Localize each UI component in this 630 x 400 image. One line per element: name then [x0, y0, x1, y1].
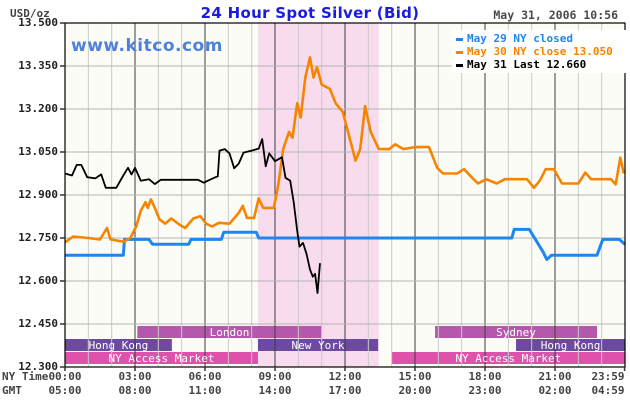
- session-band-label: Hong Kong: [88, 339, 149, 352]
- session-band: [516, 339, 625, 351]
- chart-legend: May 29 NY closed May 30 NY close 13.050 Ma…: [452, 30, 630, 73]
- y-tick-label: 12.450: [18, 317, 58, 330]
- session-band: [137, 326, 322, 338]
- session-band: [65, 339, 172, 351]
- gmt-time-tick-label: 02:00: [538, 384, 572, 397]
- y-tick-label: 12.600: [18, 274, 58, 287]
- series-line: [64, 138, 321, 294]
- gmt-row-label: GMT: [2, 384, 22, 397]
- gmt-time-tick-label: 11:00: [188, 384, 222, 397]
- gmt-time-tick-label: 08:00: [118, 384, 152, 397]
- gmt-time-tick-label: 20:00: [398, 384, 432, 397]
- y-tick-label: 12.900: [18, 188, 58, 201]
- gmt-time-tick-label: 04:59: [591, 384, 625, 397]
- y-tick-label: 13.500: [18, 16, 58, 29]
- y-tick-label: 13.200: [18, 102, 58, 115]
- ny-time-tick-label: 00:00: [48, 370, 82, 383]
- legend-swatch-icon: [456, 37, 463, 41]
- session-band: [65, 352, 258, 364]
- gmt-time-tick-label: 14:00: [258, 384, 292, 397]
- ny-time-row-label: NY Time: [2, 370, 49, 383]
- session-band-label: NY Access Market: [108, 352, 215, 365]
- legend-swatch-icon: [456, 63, 463, 67]
- chart-timestamp: May 31, 2006 10:56: [493, 8, 618, 22]
- ny-time-tick-label: 15:00: [398, 370, 432, 383]
- gmt-time-tick-label: 23:00: [468, 384, 502, 397]
- gmt-time-tick-label: 17:00: [328, 384, 362, 397]
- ny-time-tick-label: 09:00: [258, 370, 292, 383]
- session-band-label: NY Access Market: [455, 352, 562, 365]
- kitco-watermark: www.kitco.com: [71, 36, 223, 56]
- session-band: [435, 326, 597, 338]
- y-tick-label: 12.300: [18, 360, 58, 373]
- legend-item-label: May 29 NY closed: [467, 32, 573, 45]
- series-line: [64, 56, 626, 244]
- session-band-label: Hong Kong: [540, 339, 601, 352]
- y-tick-label: 13.350: [18, 59, 58, 72]
- ny-time-tick-label: 12:00: [328, 370, 362, 383]
- ny-time-tick-label: 03:00: [118, 370, 152, 383]
- y-tick-label: 13.050: [18, 145, 58, 158]
- legend-item-label: May 31 Last 12.660: [467, 58, 587, 71]
- series-line: [65, 227, 626, 261]
- legend-item: May 29 NY closed: [456, 32, 630, 45]
- ny-time-tick-label: 06:00: [188, 370, 222, 383]
- legend-item: May 30 NY close 13.050: [456, 45, 630, 58]
- ny-time-tick-label: 21:00: [538, 370, 572, 383]
- gmt-time-tick-label: 05:00: [48, 384, 82, 397]
- legend-item-label: May 30 NY close 13.050: [467, 45, 613, 58]
- session-band-label: London: [209, 326, 250, 339]
- session-band: [257, 339, 379, 351]
- legend-swatch-icon: [456, 50, 463, 54]
- session-band-label: Sydney: [496, 326, 536, 339]
- y-axis-unit-label: USD/oz: [10, 7, 50, 20]
- y-tick-label: 12.750: [18, 231, 58, 244]
- ny-time-tick-label: 18:00: [468, 370, 502, 383]
- legend-item: May 31 Last 12.660: [456, 58, 630, 71]
- page-title: 24 Hour Spot Silver (Bid): [200, 4, 420, 22]
- session-band-label: New York: [291, 339, 345, 352]
- ny-time-tick-label: 23:59: [591, 370, 625, 383]
